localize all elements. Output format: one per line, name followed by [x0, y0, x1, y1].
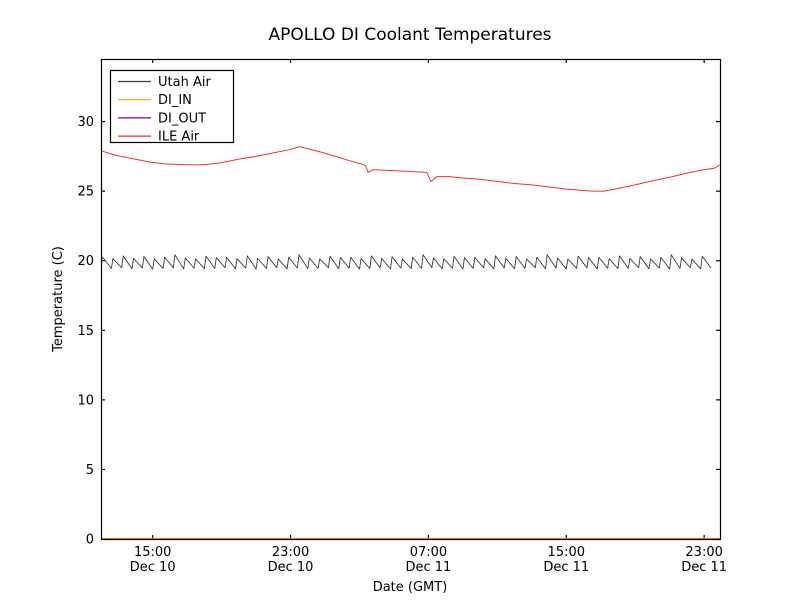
x-tick-label-date: Dec 11: [406, 560, 452, 575]
legend: Utah Air DI_IN DI_OUT ILE Air: [109, 69, 235, 145]
legend-label: DI_OUT: [158, 111, 206, 126]
legend-label: DI_IN: [158, 93, 192, 108]
y-tick-label: 5: [86, 463, 94, 478]
y-tick-label: 20: [77, 254, 94, 269]
y-tick-label: 15: [77, 324, 94, 339]
legend-item: DI_IN: [118, 93, 192, 108]
x-tick-label-time: 15:00: [134, 545, 171, 560]
legend-item: ILE Air: [118, 130, 200, 145]
x-tick-label-time: 23:00: [272, 545, 309, 560]
legend-box: [109, 69, 235, 144]
x-tick-label-date: Dec 11: [543, 560, 589, 575]
x-tick-label-time: 07:00: [410, 545, 447, 560]
y-tick-label: 30: [77, 115, 94, 130]
series-lines: [100, 146, 721, 540]
y-axis-label: Temperature (C): [51, 246, 66, 353]
x-tick-label-date: Dec 10: [130, 560, 176, 575]
x-tick-label-date: Dec 11: [681, 560, 727, 575]
x-tick-label-time: 23:00: [685, 545, 722, 560]
legend-label: ILE Air: [158, 130, 200, 145]
chart-title: APOLLO DI Coolant Temperatures: [268, 25, 551, 45]
legend-item: Utah Air: [118, 75, 211, 90]
x-axis-label: Date (GMT): [373, 580, 448, 595]
legend-label: Utah Air: [158, 75, 211, 90]
y-tick-label: 0: [86, 533, 94, 548]
series-utah-air-line: [100, 254, 712, 270]
x-tick-label-time: 15:00: [548, 545, 585, 560]
plot-border: [100, 58, 722, 541]
x-tick-label-date: Dec 10: [268, 560, 314, 575]
y-tick-label: 25: [77, 185, 94, 200]
series-ile-air-line: [100, 146, 721, 192]
y-tick-label: 10: [77, 393, 94, 408]
legend-item: DI_OUT: [118, 111, 206, 126]
